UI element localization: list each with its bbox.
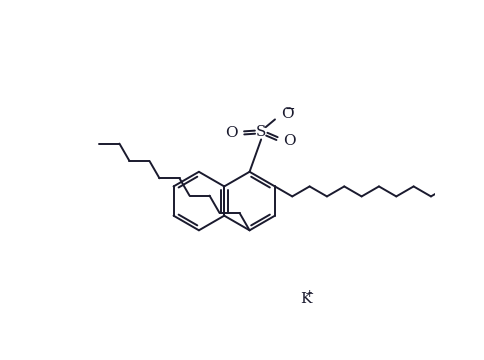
Text: O: O [283, 134, 295, 148]
Text: −: − [284, 103, 294, 116]
Text: O: O [224, 126, 237, 140]
Text: K: K [300, 292, 311, 306]
Text: +: + [304, 289, 314, 299]
Text: O: O [281, 107, 293, 121]
Text: S: S [256, 125, 266, 139]
